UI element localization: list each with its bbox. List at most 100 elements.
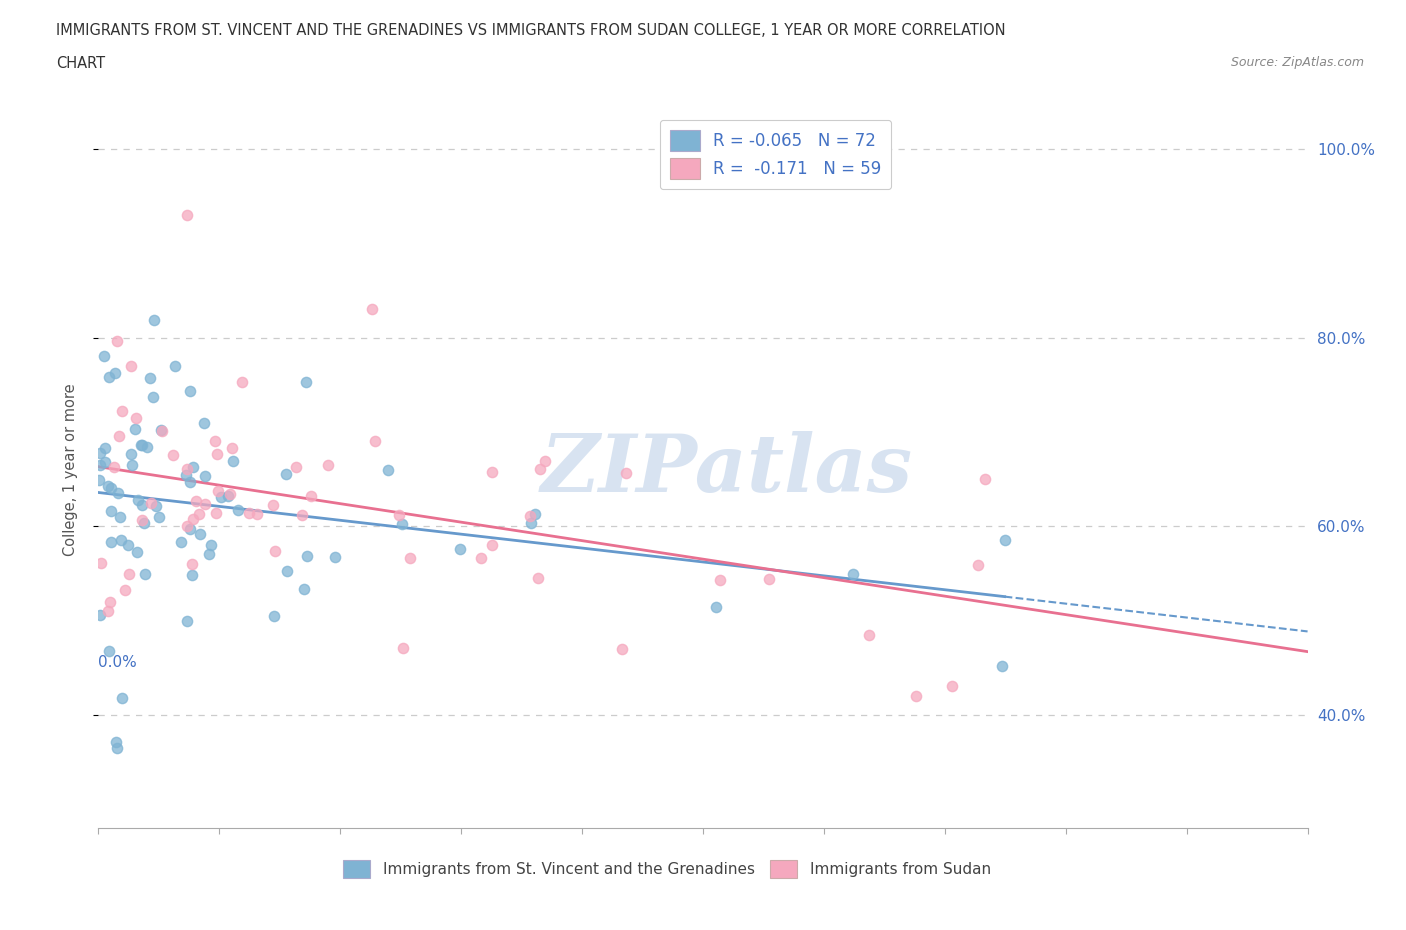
- Point: [149, 422, 172, 437]
- Point: [377, 463, 399, 478]
- Point: [391, 517, 413, 532]
- Point: [758, 571, 780, 586]
- Point: [104, 365, 127, 380]
- Point: [121, 457, 143, 472]
- Point: [98, 644, 121, 658]
- Point: [138, 370, 160, 385]
- Point: [181, 512, 204, 526]
- Point: [120, 359, 142, 374]
- Point: [127, 492, 149, 507]
- Point: [709, 572, 731, 587]
- Point: [217, 489, 239, 504]
- Point: [100, 534, 122, 549]
- Point: [226, 503, 249, 518]
- Point: [124, 421, 146, 436]
- Point: [704, 599, 727, 614]
- Point: [89, 458, 111, 472]
- Point: [858, 627, 880, 642]
- Point: [139, 496, 162, 511]
- Point: [194, 469, 217, 484]
- Text: 0.0%: 0.0%: [98, 655, 138, 670]
- Point: [176, 519, 198, 534]
- Point: [104, 734, 127, 749]
- Point: [297, 549, 319, 564]
- Point: [519, 516, 541, 531]
- Point: [188, 527, 211, 542]
- Y-axis label: College, 1 year or more: College, 1 year or more: [63, 383, 77, 556]
- Point: [107, 428, 129, 443]
- Point: [98, 369, 121, 384]
- Text: CHART: CHART: [56, 56, 105, 71]
- Point: [131, 512, 153, 527]
- Point: [294, 581, 316, 596]
- Point: [179, 474, 201, 489]
- Point: [179, 522, 201, 537]
- Point: [107, 485, 129, 500]
- Point: [180, 557, 202, 572]
- Point: [174, 468, 197, 483]
- Point: [276, 466, 298, 481]
- Point: [184, 494, 207, 509]
- Point: [89, 445, 111, 460]
- Point: [110, 510, 132, 525]
- Point: [391, 640, 413, 655]
- Text: Source: ZipAtlas.com: Source: ZipAtlas.com: [1230, 56, 1364, 69]
- Point: [145, 498, 167, 513]
- Point: [204, 505, 226, 520]
- Point: [299, 489, 322, 504]
- Point: [262, 498, 284, 512]
- Point: [163, 359, 186, 374]
- Point: [291, 508, 314, 523]
- Point: [111, 690, 134, 705]
- Point: [117, 538, 139, 552]
- Point: [181, 568, 204, 583]
- Point: [97, 604, 120, 618]
- Point: [142, 390, 165, 405]
- Point: [100, 503, 122, 518]
- Point: [131, 498, 153, 512]
- Point: [285, 459, 308, 474]
- Point: [231, 375, 253, 390]
- Text: IMMIGRANTS FROM ST. VINCENT AND THE GRENADINES VS IMMIGRANTS FROM SUDAN COLLEGE,: IMMIGRANTS FROM ST. VINCENT AND THE GREN…: [56, 23, 1005, 38]
- Point: [534, 453, 557, 468]
- Point: [994, 533, 1017, 548]
- Point: [364, 433, 387, 448]
- Point: [276, 564, 298, 578]
- Point: [181, 459, 204, 474]
- Point: [399, 551, 422, 565]
- Point: [148, 510, 170, 525]
- Point: [529, 461, 551, 476]
- Point: [110, 532, 132, 547]
- Point: [150, 423, 173, 438]
- Point: [105, 334, 128, 349]
- Point: [198, 547, 221, 562]
- Point: [612, 642, 634, 657]
- Point: [176, 207, 198, 222]
- Point: [94, 440, 117, 455]
- Text: ZIPatlas: ZIPatlas: [541, 431, 914, 509]
- Point: [131, 438, 153, 453]
- Point: [118, 566, 141, 581]
- Point: [142, 312, 165, 327]
- Point: [94, 454, 117, 469]
- Point: [316, 458, 339, 473]
- Point: [100, 481, 122, 496]
- Point: [120, 446, 142, 461]
- Point: [905, 688, 928, 703]
- Point: [295, 374, 318, 389]
- Point: [519, 509, 541, 524]
- Point: [221, 441, 243, 456]
- Point: [222, 453, 245, 468]
- Point: [103, 459, 125, 474]
- Legend: Immigrants from St. Vincent and the Grenadines, Immigrants from Sudan: Immigrants from St. Vincent and the Gren…: [336, 854, 997, 884]
- Point: [193, 416, 215, 431]
- Point: [219, 486, 242, 501]
- Point: [991, 658, 1014, 673]
- Point: [194, 497, 217, 512]
- Point: [87, 472, 110, 487]
- Point: [89, 607, 111, 622]
- Point: [97, 479, 120, 494]
- Point: [209, 490, 232, 505]
- Point: [470, 551, 492, 565]
- Point: [170, 535, 193, 550]
